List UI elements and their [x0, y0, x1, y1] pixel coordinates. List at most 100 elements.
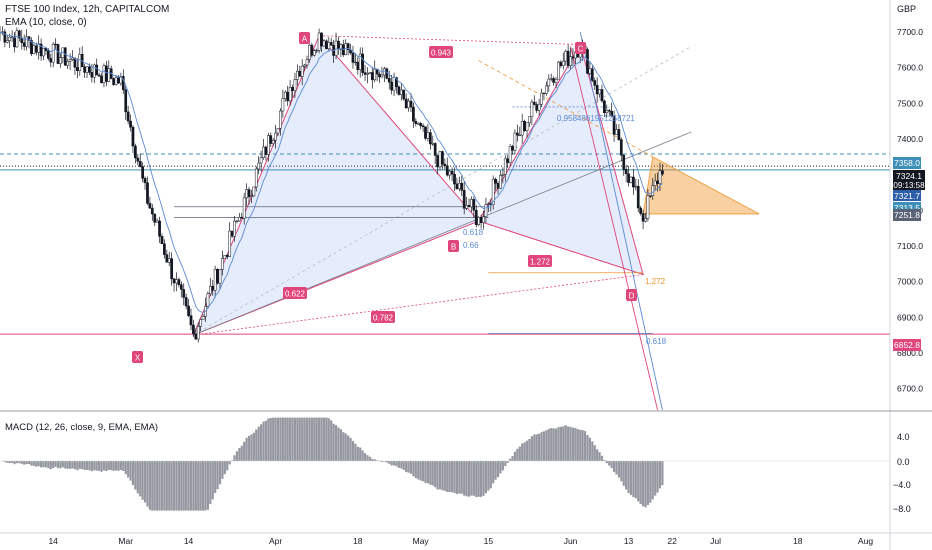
candle-body	[503, 158, 507, 175]
candle-body	[598, 89, 601, 95]
macd-bar	[95, 461, 98, 471]
candle-body	[472, 199, 476, 211]
macd-bar	[525, 440, 529, 461]
macd-bar	[513, 451, 517, 461]
macd-bar	[654, 461, 657, 496]
candle-body	[63, 47, 67, 66]
macd-bar	[134, 461, 137, 490]
macd-bar	[545, 430, 548, 461]
macd-bar	[651, 461, 654, 500]
candle-body	[310, 44, 314, 56]
macd-bar	[509, 458, 512, 461]
macd-bar	[455, 461, 459, 494]
macd-bar	[15, 461, 19, 464]
macd-bar	[579, 429, 582, 461]
macd-bar	[233, 455, 236, 461]
macd-bar	[402, 461, 405, 470]
time-tick-label: 18	[353, 536, 363, 546]
candle-body	[487, 203, 490, 205]
candle-body	[163, 243, 166, 255]
channel-blue	[579, 31, 663, 411]
macd-bar	[141, 461, 144, 500]
candle-body	[208, 286, 212, 294]
macd-bar	[298, 417, 301, 461]
candle-body	[607, 110, 611, 112]
macd-bar	[27, 461, 31, 465]
macd-bar	[204, 461, 207, 511]
candle-body	[8, 36, 12, 41]
macd-bar	[206, 461, 210, 510]
candle-body	[136, 157, 140, 162]
macd-bar	[467, 461, 471, 497]
candle-body	[603, 100, 606, 113]
candle-body	[90, 72, 94, 78]
candle-body	[494, 178, 497, 184]
candle-body	[254, 168, 258, 188]
macd-bar	[170, 461, 173, 511]
time-tick-label: Jul	[710, 536, 721, 546]
candle-body	[179, 284, 183, 290]
candle-body	[421, 125, 425, 128]
macd-bar	[10, 461, 14, 463]
macd-bar	[221, 461, 224, 479]
candle-body	[300, 65, 304, 77]
macd-bar	[593, 445, 596, 461]
macd-bar	[85, 461, 89, 470]
macd-bar	[533, 434, 536, 461]
macd-tick: 4.0	[897, 432, 910, 442]
macd-bar	[230, 460, 234, 461]
macd-bar	[453, 461, 456, 494]
candle-body	[269, 135, 273, 144]
candle-body	[252, 186, 256, 197]
candle-body	[337, 40, 340, 50]
harmonic-pattern	[174, 31, 760, 411]
macd-bar	[342, 432, 345, 461]
time-tick-label: 14	[184, 536, 194, 546]
candle-body	[549, 78, 553, 80]
macd-bar	[151, 461, 154, 511]
candle-body	[49, 58, 53, 63]
macd-bar	[574, 427, 577, 461]
candle-body	[117, 77, 120, 84]
candle-body	[47, 50, 50, 59]
macd-bar	[69, 461, 72, 469]
candle-body	[457, 182, 461, 190]
candle-body	[134, 145, 137, 159]
candle-body	[247, 189, 251, 198]
macd-bar	[528, 438, 531, 461]
time-tick-label: 14	[48, 536, 58, 546]
macd-bar	[228, 461, 231, 465]
candle-body	[143, 178, 147, 184]
candle-body	[518, 134, 522, 137]
candle-body	[540, 92, 543, 105]
candle-body	[484, 204, 488, 218]
macd-bar	[426, 461, 430, 484]
macd-bar	[114, 461, 118, 471]
macd-bar	[366, 455, 369, 461]
macd-bar	[211, 461, 214, 500]
macd-bar	[412, 461, 415, 477]
candle-body	[88, 66, 91, 73]
candle-body	[233, 220, 236, 237]
candle-body	[240, 216, 244, 219]
macd-bar	[443, 461, 446, 491]
macd-bar	[281, 417, 284, 461]
candle-body	[107, 68, 111, 82]
candle-body	[184, 297, 188, 307]
candle-body	[175, 279, 178, 284]
candle-body	[426, 132, 430, 139]
candle-body	[242, 197, 246, 219]
macd-bar	[417, 461, 420, 480]
svg-text:X: X	[135, 354, 141, 363]
macd-bar	[81, 461, 84, 470]
candle-body	[523, 121, 526, 132]
candle-body	[131, 127, 135, 147]
macd-bar	[235, 451, 239, 461]
macd-bar	[139, 461, 142, 497]
macd-bar	[564, 425, 567, 461]
macd-bar	[257, 426, 260, 461]
svg-text:09:13:58: 09:13:58	[893, 181, 925, 190]
macd-bar	[129, 461, 132, 481]
candle-body	[513, 132, 517, 151]
